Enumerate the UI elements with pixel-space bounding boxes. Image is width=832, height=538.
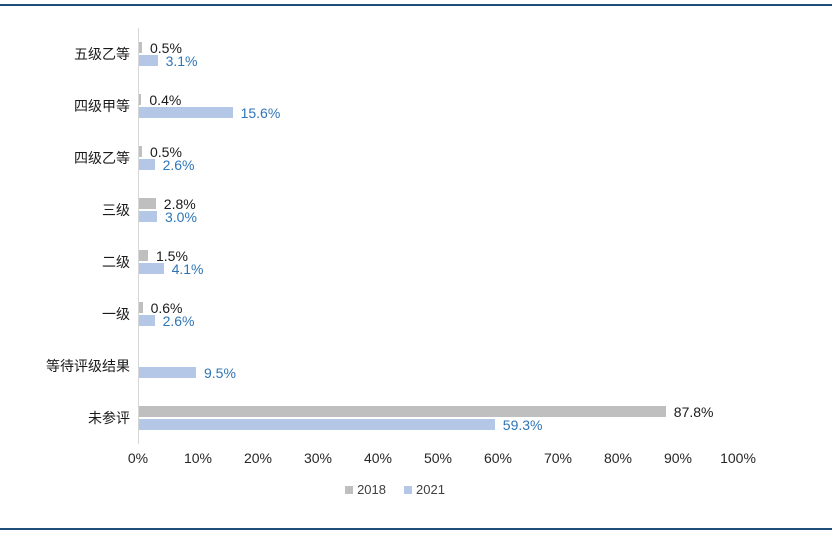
bottom-divider bbox=[0, 528, 832, 530]
bar-2021: 15.6% bbox=[139, 106, 280, 120]
legend-label: 2018 bbox=[357, 482, 386, 497]
bar-group: 0.6% 2.6% bbox=[138, 288, 740, 340]
bar-2021: 3.0% bbox=[139, 210, 197, 224]
x-axis-tick: 90% bbox=[663, 450, 693, 466]
bar-2021: 59.3% bbox=[139, 418, 543, 432]
value-label: 15.6% bbox=[240, 104, 281, 121]
x-axis-tick: 20% bbox=[243, 450, 273, 466]
category-label: 四级乙等 bbox=[74, 151, 130, 167]
bar-2018: 0.6% bbox=[139, 301, 183, 315]
value-label: 3.1% bbox=[165, 52, 198, 69]
x-axis-tick: 70% bbox=[543, 450, 573, 466]
value-label: 0.5% bbox=[150, 143, 182, 160]
category-row: 未参评 87.8% 59.3% bbox=[0, 392, 832, 444]
value-label: 9.5% bbox=[204, 364, 236, 381]
bar-group: 2.8% 3.0% bbox=[138, 184, 740, 236]
category-row: 五级乙等 0.5% 3.1% bbox=[0, 28, 832, 80]
value-label: 2.8% bbox=[163, 195, 196, 212]
category-row: 四级乙等 0.5% 2.6% bbox=[0, 132, 832, 184]
x-axis-tick: 60% bbox=[483, 450, 513, 466]
value-label: 87.8% bbox=[673, 403, 714, 420]
category-label: 四级甲等 bbox=[74, 99, 130, 115]
value-label: 4.1% bbox=[171, 260, 204, 277]
x-axis-tick: 50% bbox=[423, 450, 453, 466]
category-label: 未参评 bbox=[88, 411, 130, 427]
bar-2018: 0.5% bbox=[139, 145, 182, 159]
bar-2021: 3.1% bbox=[139, 54, 198, 68]
category-row: 四级甲等 0.4% 15.6% bbox=[0, 80, 832, 132]
bar-group: 0.5% 2.6% bbox=[138, 132, 740, 184]
bar-group: 87.8% 59.3% bbox=[138, 392, 740, 444]
value-label: 0.6% bbox=[150, 299, 183, 316]
bar-2021: 2.6% bbox=[139, 314, 195, 328]
value-label: 0.4% bbox=[149, 91, 182, 108]
bar-2021: 9.5% bbox=[139, 366, 236, 380]
value-label: 2.6% bbox=[162, 312, 195, 329]
x-axis-tick: 40% bbox=[363, 450, 393, 466]
bar-2021: 2.6% bbox=[139, 158, 195, 172]
grouped-bar-chart: 五级乙等 0.5% 3.1% 四级甲等 0.4% 15.6% 四级乙等 0.5% 2.6% 三级 2… bbox=[0, 28, 832, 497]
category-label: 三级 bbox=[102, 203, 130, 219]
legend-item-2021: 2021 bbox=[404, 482, 445, 497]
category-row: 三级 2.8% 3.0% bbox=[0, 184, 832, 236]
category-label: 一级 bbox=[102, 307, 130, 323]
legend-label: 2021 bbox=[416, 482, 445, 497]
legend-swatch-2021 bbox=[404, 485, 412, 494]
bar-2018: 0.4% bbox=[139, 93, 181, 107]
category-label: 二级 bbox=[102, 255, 130, 271]
bar-2018: 1.5% bbox=[139, 249, 188, 263]
x-axis-tick: 30% bbox=[303, 450, 333, 466]
bar-group: 0.5% 3.1% bbox=[138, 28, 740, 80]
value-label: 3.0% bbox=[165, 208, 197, 225]
chart-legend: 2018 2021 bbox=[0, 482, 790, 497]
bar-2018: 87.8% bbox=[139, 405, 714, 419]
category-row: 二级 1.5% 4.1% bbox=[0, 236, 832, 288]
value-label: 1.5% bbox=[156, 247, 188, 264]
value-label: 2.6% bbox=[162, 156, 195, 173]
bar-2021: 4.1% bbox=[139, 262, 204, 276]
bar-group: 1.5% 4.1% bbox=[138, 236, 740, 288]
bar-2018: 0.5% bbox=[139, 41, 182, 55]
x-axis-tick: 100% bbox=[720, 450, 756, 466]
legend-swatch-2018 bbox=[345, 485, 354, 494]
bar-group: 0.4% 15.6% bbox=[138, 80, 740, 132]
category-row: 一级 0.6% 2.6% bbox=[0, 288, 832, 340]
bar-group: 9.5% bbox=[138, 340, 740, 392]
legend-item-2018: 2018 bbox=[345, 482, 386, 497]
value-label: 59.3% bbox=[502, 416, 543, 433]
x-axis: 0% 10% 20% 30% 40% 50% 60% 70% 80% 90% 100% bbox=[128, 444, 756, 470]
category-label: 五级乙等 bbox=[74, 47, 130, 63]
chart-plot-area: 五级乙等 0.5% 3.1% 四级甲等 0.4% 15.6% 四级乙等 0.5% 2.6% 三级 2… bbox=[0, 28, 832, 444]
category-row: 等待评级结果 9.5% bbox=[0, 340, 832, 392]
category-label: 等待评级结果 bbox=[46, 359, 130, 375]
x-axis-tick: 80% bbox=[603, 450, 633, 466]
bar-2018: 2.8% bbox=[139, 197, 196, 211]
value-label: 0.5% bbox=[150, 39, 182, 56]
x-axis-tick: 0% bbox=[127, 450, 149, 466]
x-axis-tick: 10% bbox=[183, 450, 213, 466]
top-divider bbox=[0, 4, 832, 6]
